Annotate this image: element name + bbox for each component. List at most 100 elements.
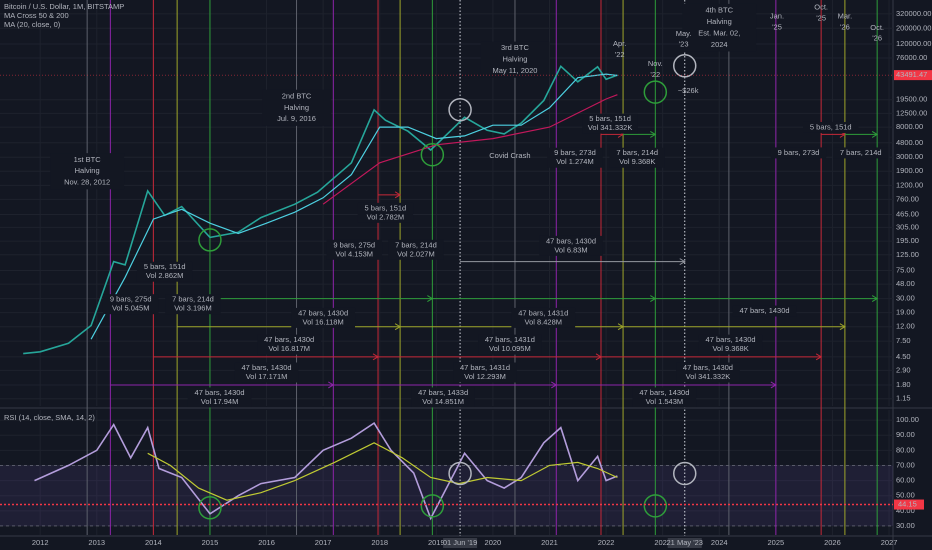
annotation-text: 2nd BTC bbox=[282, 91, 312, 100]
annotation-box bbox=[480, 41, 550, 78]
annotation-box bbox=[388, 239, 444, 260]
annotation-text: Oct. bbox=[814, 2, 828, 11]
y-tick-label: 125.00 bbox=[896, 250, 919, 259]
annotation-text: 9 bars, 273d bbox=[554, 148, 596, 157]
chart-title: Bitcoin / U.S. Dollar, 1M, BITSTAMP bbox=[4, 2, 124, 11]
highlight-circle bbox=[643, 80, 668, 104]
highlight-circle bbox=[672, 461, 697, 486]
rsi-level-label: 44.15 bbox=[898, 500, 917, 509]
x-tick-label: 2027 bbox=[881, 538, 898, 547]
annotation-text: Vol 16.817M bbox=[268, 344, 310, 353]
y-tick-label: 1.15 bbox=[896, 394, 911, 403]
annotation-text: 47 bars, 1430d bbox=[740, 306, 790, 315]
annotation-text: 5 bars, 151d bbox=[144, 262, 186, 271]
annotation-box bbox=[102, 294, 159, 315]
annotation-box bbox=[357, 202, 414, 223]
annotation-text: 47 bars, 1431d bbox=[518, 308, 568, 317]
annotation-text: Halving bbox=[75, 166, 100, 175]
y-tick-label: 195.00 bbox=[896, 236, 919, 245]
range-arrow bbox=[394, 191, 402, 199]
annotation-box bbox=[803, 121, 859, 133]
x-tick-label: 2020 bbox=[485, 538, 502, 547]
annotation-text: Halving bbox=[502, 55, 527, 64]
y-tick-label: 12500.00 bbox=[896, 108, 927, 117]
annotation-box bbox=[770, 147, 827, 159]
annotation-box bbox=[50, 153, 125, 190]
series-line bbox=[23, 64, 618, 355]
annotation-text: Vol 1.543M bbox=[646, 397, 684, 406]
series-line bbox=[147, 442, 618, 501]
annotation-text: '23 bbox=[679, 40, 689, 49]
annotation-text: Vol 341.332K bbox=[686, 372, 731, 381]
annotation-box bbox=[478, 334, 542, 355]
annotation-text: 3rd BTC bbox=[501, 43, 530, 52]
price-tag bbox=[894, 70, 932, 81]
y-tick-label: 30.00 bbox=[896, 294, 915, 303]
highlight-circle bbox=[198, 228, 222, 252]
annotation-text: Vol 4.153M bbox=[335, 249, 373, 258]
y-tick-label: 305.00 bbox=[896, 222, 919, 231]
annotation-text: Vol 17.171M bbox=[246, 372, 288, 381]
y-tick-label: 7.50 bbox=[896, 336, 911, 345]
annotation-text: 47 bars, 1431d bbox=[485, 335, 535, 344]
annotation-text: '26 bbox=[872, 34, 882, 43]
y-tick-label: 90.00 bbox=[896, 430, 915, 439]
y-tick-label: 50.00 bbox=[896, 491, 915, 500]
annotation-text: 47 bars, 1430d bbox=[242, 363, 292, 372]
x-tick-label: 2022 bbox=[598, 538, 615, 547]
annotation-text: 9 bars, 275d bbox=[110, 295, 152, 304]
annotation-box bbox=[326, 239, 383, 260]
annotation-box bbox=[582, 113, 638, 134]
annotation-text: Jul. 9, 2016 bbox=[277, 114, 316, 123]
rsi-level-tag bbox=[894, 499, 924, 510]
annotation-box bbox=[411, 387, 475, 408]
annotation-box bbox=[165, 294, 221, 315]
annotation-text: 47 bars, 1430d bbox=[195, 388, 245, 397]
x-tick-label: 2016 bbox=[258, 538, 275, 547]
annotation-text: '25 bbox=[816, 13, 826, 22]
range-arrow bbox=[871, 295, 879, 303]
price-tag-label: 43491.47 bbox=[896, 70, 927, 79]
annotation-box bbox=[453, 362, 517, 383]
annotation-text: Apr. bbox=[613, 39, 626, 48]
annotation-text: 47 bars, 1431d bbox=[460, 363, 510, 372]
annotation-text: Vol 1.274M bbox=[556, 157, 594, 166]
x-tick-label: 2017 bbox=[315, 538, 332, 547]
annotation-box bbox=[698, 334, 763, 355]
annotation-text: Jan. bbox=[770, 12, 784, 21]
annotation-text: May. bbox=[676, 29, 692, 38]
y-tick-label: 3000.00 bbox=[896, 152, 923, 161]
series-line bbox=[90, 73, 618, 340]
annotation-text: Vol 10.095M bbox=[489, 344, 531, 353]
annotation-text: 47 bars, 1430d bbox=[264, 335, 314, 344]
y-tick-label: 75.00 bbox=[896, 265, 915, 274]
range-arrow bbox=[372, 353, 379, 361]
annotation-box bbox=[187, 387, 252, 408]
y-tick-label: 19.00 bbox=[896, 308, 915, 317]
range-arrow bbox=[679, 258, 686, 266]
y-tick-label: 70.00 bbox=[896, 460, 915, 469]
annotation-text: 47 bars, 1430d bbox=[639, 388, 689, 397]
annotation-text: 47 bars, 1433d bbox=[418, 388, 468, 397]
legend-entry: MA (20, close, 0) bbox=[4, 20, 61, 29]
y-tick-label: 8000.00 bbox=[896, 122, 923, 131]
annotation-text: Vol 14.851M bbox=[422, 397, 464, 406]
annotation-box bbox=[676, 362, 740, 383]
annotation-text: Mar. bbox=[838, 12, 853, 21]
x-tick-label: 2024 bbox=[711, 538, 728, 547]
annotation-text: Vol 9.368K bbox=[712, 344, 748, 353]
annotation-text: 9 bars, 275d bbox=[333, 240, 375, 249]
annotation-text: 2024 bbox=[711, 40, 728, 49]
highlight-circle bbox=[672, 54, 697, 78]
date-label: 21 May '23 bbox=[667, 538, 703, 547]
annotation-box bbox=[609, 147, 665, 168]
annotation-text: Vol 12.293M bbox=[464, 372, 506, 381]
annotation-text: 1st BTC bbox=[74, 155, 102, 164]
annotation-box bbox=[732, 305, 797, 317]
annotation-text: Nov. 28, 2012 bbox=[64, 178, 110, 187]
y-tick-label: 30.00 bbox=[896, 521, 915, 530]
y-tick-label: 1200.00 bbox=[896, 180, 923, 189]
legend-entry: MA Cross 50 & 200 bbox=[4, 11, 69, 20]
annotation-text: Vol 16.118M bbox=[303, 317, 344, 326]
